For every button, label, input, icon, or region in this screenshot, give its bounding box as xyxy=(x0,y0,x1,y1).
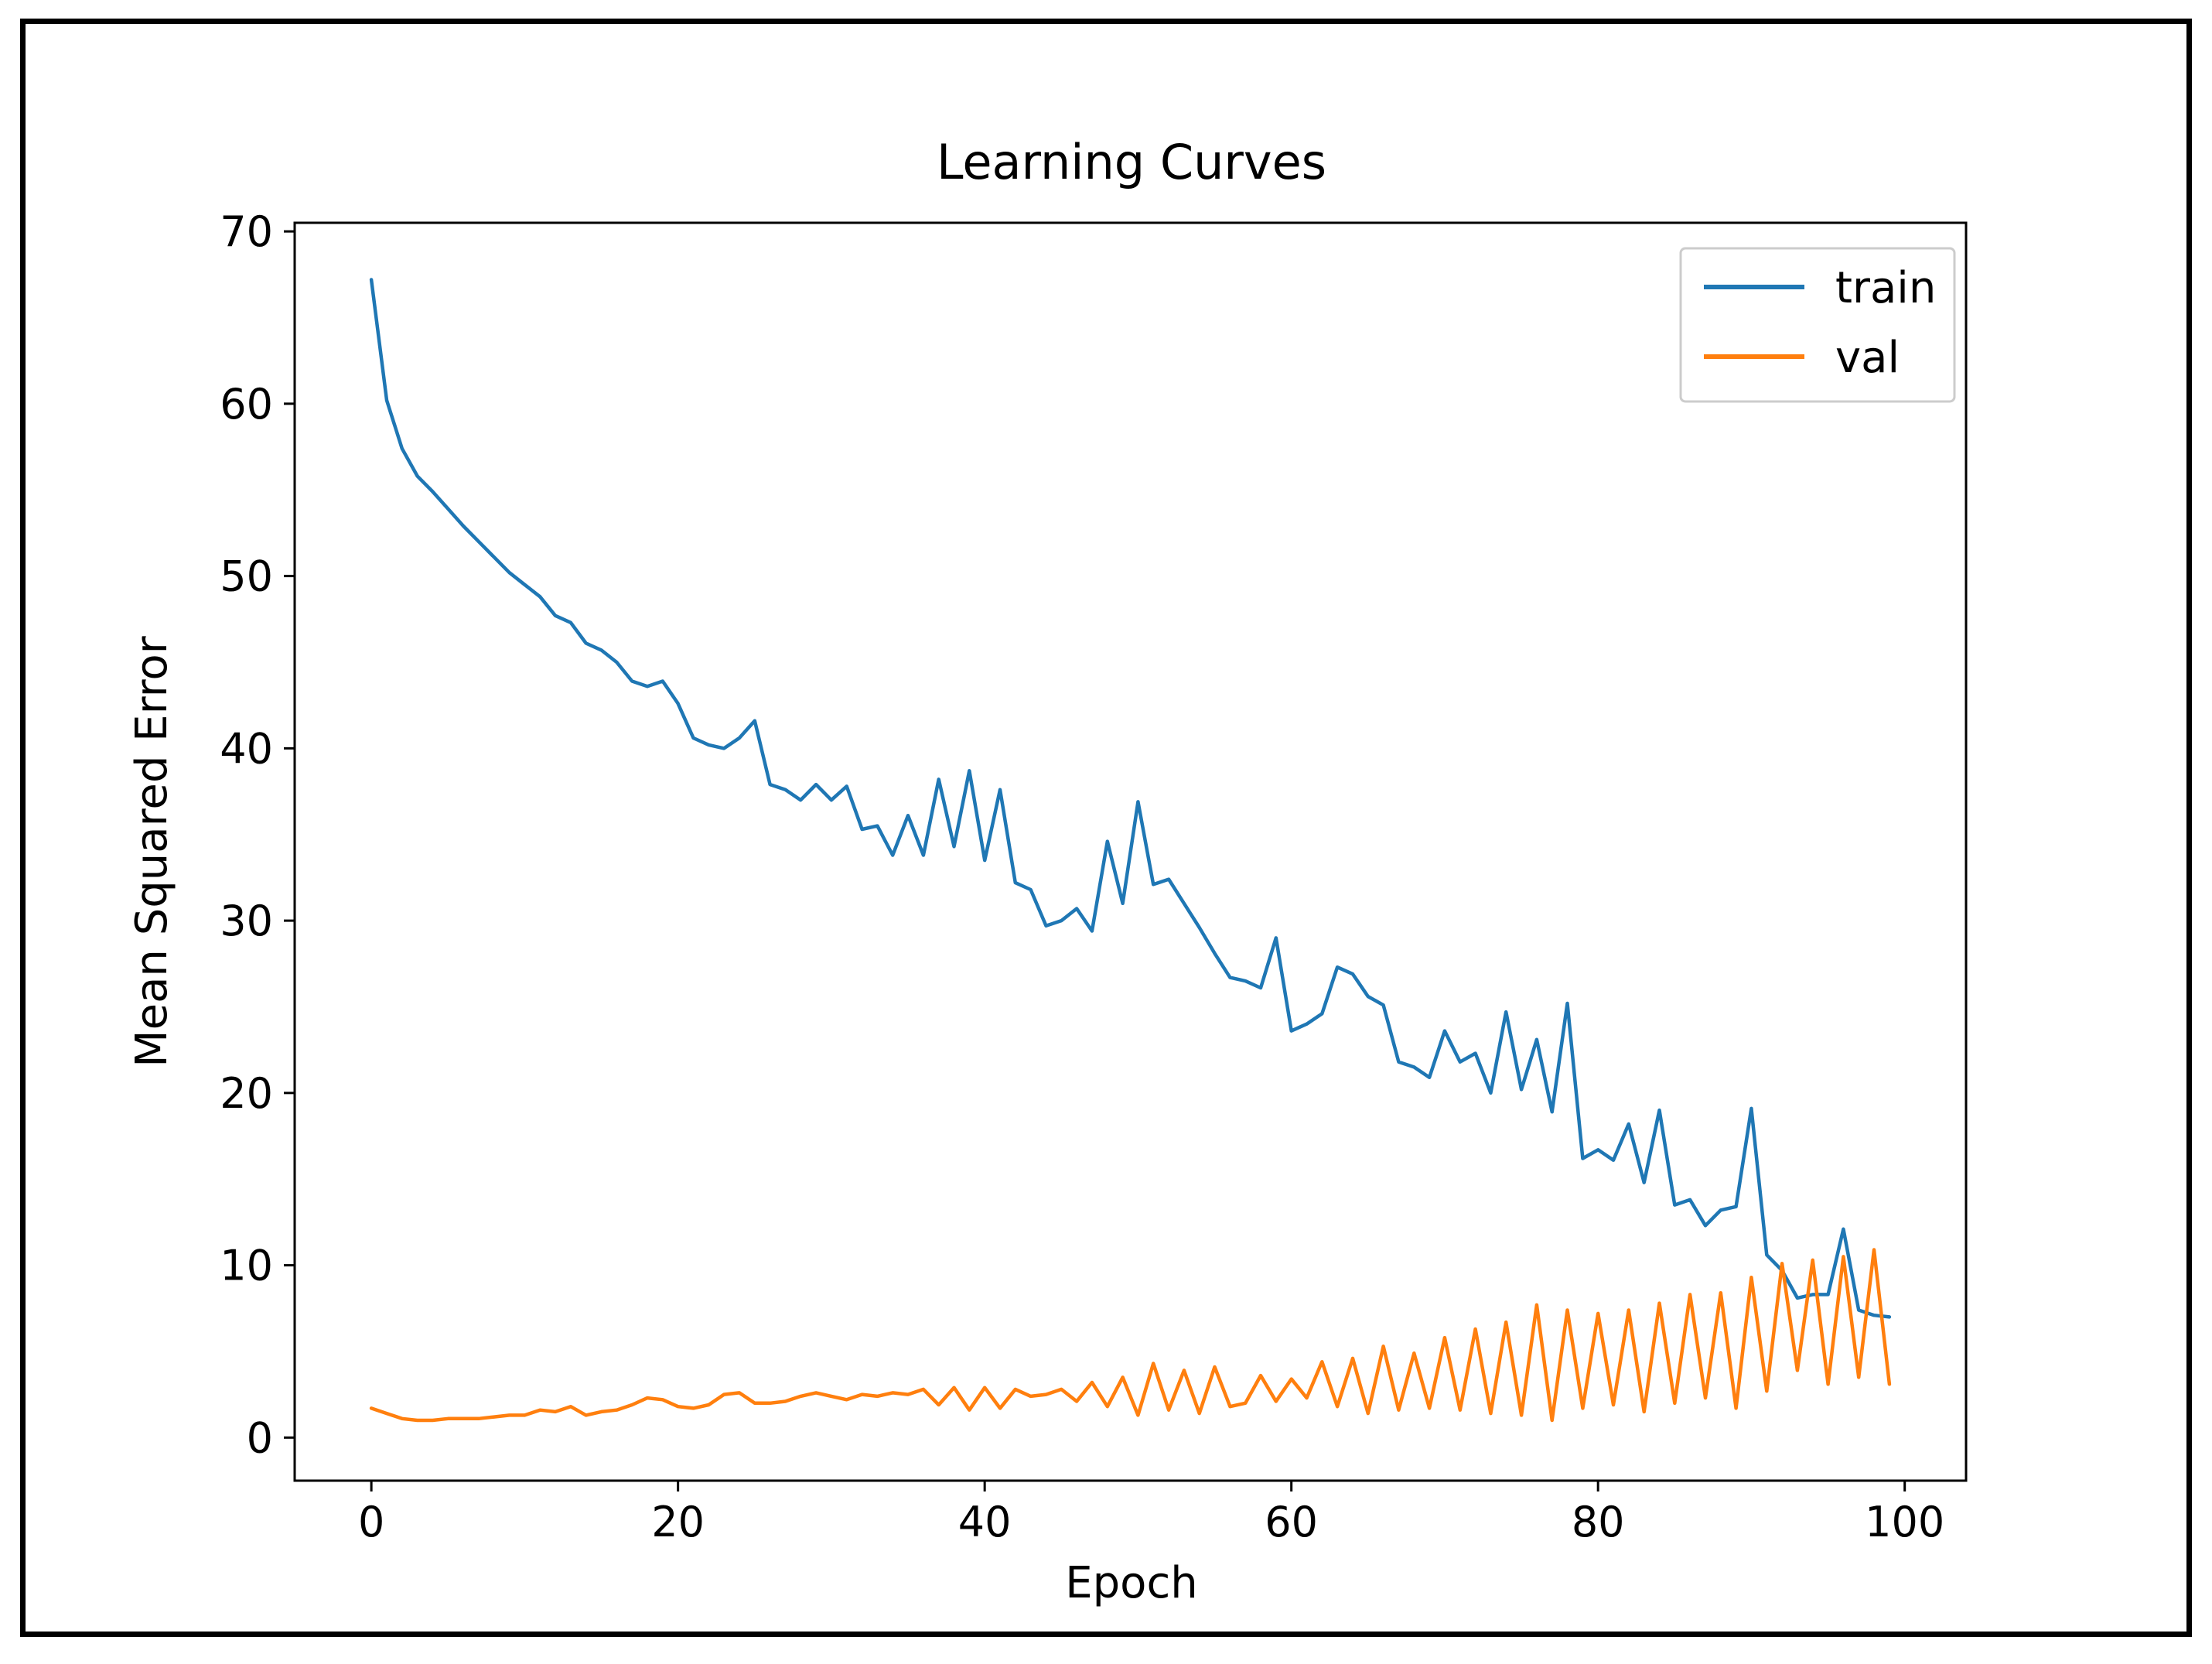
y-tick-label: 30 xyxy=(220,897,273,945)
y-tick-label: 40 xyxy=(220,724,273,773)
x-tick-label: 0 xyxy=(358,1498,384,1546)
x-tick-label: 80 xyxy=(1572,1498,1625,1546)
y-tick-label: 50 xyxy=(220,552,273,601)
figure-frame: Learning Curves 0 20 40 60 80 100 0 10 20 30 40 50… xyxy=(20,19,2192,1637)
chart-title: Learning Curves xyxy=(937,134,1326,190)
series-line-train xyxy=(369,278,1892,1319)
legend-val-label: val xyxy=(1835,333,1900,383)
series-line-val xyxy=(369,1248,1892,1423)
x-tick-label: 60 xyxy=(1265,1498,1318,1546)
x-tick-label: 40 xyxy=(958,1498,1012,1546)
y-tick-label: 20 xyxy=(220,1069,273,1118)
plot-area-frame xyxy=(293,221,1968,1482)
y-tick-label: 0 xyxy=(247,1413,273,1462)
legend: train val xyxy=(1679,247,1956,403)
y-tick-label: 70 xyxy=(220,207,273,256)
y-tick-label: 60 xyxy=(220,380,273,429)
x-axis-label: Epoch xyxy=(1065,1558,1197,1608)
x-tick-label: 100 xyxy=(1865,1498,1944,1546)
series-layer xyxy=(369,278,1892,1423)
x-tick-label: 20 xyxy=(651,1498,705,1546)
y-axis: 0 10 20 30 40 50 60 70 xyxy=(220,207,295,1462)
x-axis: 0 20 40 60 80 100 xyxy=(358,1481,1944,1546)
y-axis-label: Mean Squared Error xyxy=(127,635,177,1067)
y-tick-label: 10 xyxy=(220,1242,273,1290)
legend-train-label: train xyxy=(1835,263,1936,313)
learning-curves-chart: Learning Curves 0 20 40 60 80 100 0 10 20 30 40 50… xyxy=(127,134,1968,1608)
